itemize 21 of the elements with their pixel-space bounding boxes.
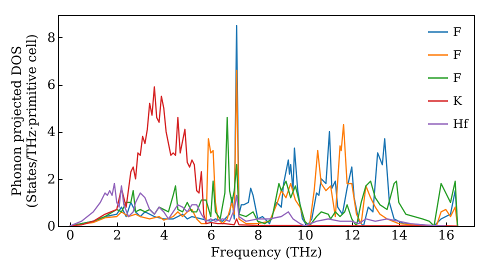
y-tick-label: 8: [47, 30, 56, 46]
x-axis-title: Frequency (THz): [210, 246, 322, 260]
y-tick-label: 2: [47, 172, 56, 188]
legend-label: K: [453, 94, 463, 108]
x-tick-label: 10: [297, 228, 314, 244]
legend-label: F: [453, 25, 462, 39]
x-tick-label: 8: [254, 228, 262, 244]
x-tick-label: 14: [391, 228, 408, 244]
x-tick-label: 6: [207, 228, 216, 244]
y-axis-title: Phonon projected DOS (States/THz·primitive cell): [10, 34, 40, 208]
x-tick-label: 4: [160, 228, 168, 244]
legend-label: F: [453, 71, 462, 85]
legend-label: Hf: [453, 117, 470, 131]
line-series: [69, 182, 446, 226]
x-tick-label: 0: [66, 228, 74, 244]
x-tick-label: 2: [113, 228, 122, 244]
x-tick-label: 12: [344, 228, 361, 244]
y-tick-label: 6: [47, 78, 56, 94]
legend-label: F: [453, 48, 462, 62]
y-tick-label: 4: [47, 125, 56, 140]
x-tick-label: 16: [438, 228, 455, 244]
